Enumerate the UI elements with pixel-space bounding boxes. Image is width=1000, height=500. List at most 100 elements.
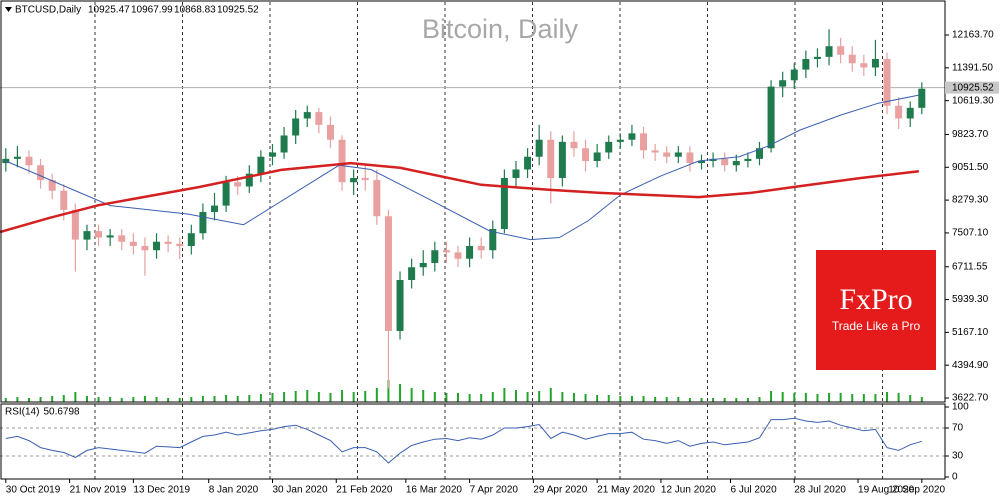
candle-body <box>593 152 601 161</box>
y-tick-label: 12163.70 <box>952 30 994 41</box>
candle-body <box>280 135 288 153</box>
y-tick-label: 10619.30 <box>952 95 994 106</box>
rsi-label: RSI(14) <box>5 407 39 418</box>
candle-body <box>582 148 590 161</box>
volume-bar <box>735 398 738 402</box>
last-low: 10868.83 <box>174 5 216 16</box>
candle-body <box>303 112 311 119</box>
volume-bar <box>283 392 286 402</box>
volume-bar <box>178 398 181 402</box>
volume-bar <box>607 395 610 402</box>
candle-body <box>164 241 172 244</box>
volume-bar <box>514 390 517 402</box>
candle-body <box>837 46 845 55</box>
candle-body <box>790 69 798 81</box>
candle-body <box>918 88 926 108</box>
candle-body <box>802 58 810 70</box>
moving-average <box>0 161 920 234</box>
rsi-tick-label: 100 <box>952 402 969 413</box>
volume-bar <box>341 390 344 402</box>
candle-body <box>871 58 879 68</box>
volume-bar <box>213 396 216 402</box>
last-price-marker <box>945 81 999 94</box>
candle-body <box>477 245 485 251</box>
chart-title: Bitcoin, Daily <box>422 14 579 44</box>
x-tick-label: 30 Oct 2019 <box>6 485 61 496</box>
volume-bar <box>4 398 7 402</box>
x-tick-label: 12 Jun 2020 <box>661 485 716 496</box>
volume-bar <box>839 393 842 402</box>
volume-bar <box>62 395 65 402</box>
volume-bar <box>74 392 77 402</box>
candle-body <box>558 141 566 178</box>
volume-bar <box>561 392 564 402</box>
volume-bar <box>27 398 30 402</box>
candle-body <box>25 156 33 166</box>
y-tick-label: 7507.10 <box>952 228 989 239</box>
candle-body <box>512 169 520 178</box>
volume-bar <box>225 395 228 402</box>
marks <box>0 29 945 464</box>
candle-body <box>489 228 497 251</box>
volume-bar <box>793 393 796 402</box>
candle-body <box>373 180 381 217</box>
candle-body <box>419 262 427 268</box>
x-tick-label: 13 Dec 2019 <box>133 485 190 496</box>
volume-bar <box>828 393 831 402</box>
volume-bar <box>909 395 912 402</box>
volume-bar <box>700 398 703 402</box>
last-open: 10925.47 <box>88 5 130 16</box>
volume-bar <box>654 397 657 402</box>
volume-bar <box>85 396 88 402</box>
rsi-line <box>5 417 922 464</box>
x-tick-label: 7 Apr 2020 <box>470 485 519 496</box>
x-tick-label: 19 Aug 2020 <box>858 485 915 496</box>
volume-bar <box>364 391 367 402</box>
candle-body <box>663 152 671 157</box>
candle-body <box>721 158 729 166</box>
candle-body <box>153 241 161 251</box>
volume-bar <box>51 396 54 402</box>
candle-body <box>466 245 474 259</box>
y-tick-label: 11391.50 <box>952 62 993 73</box>
volume-bar <box>630 396 633 402</box>
volume-bar <box>271 393 274 402</box>
candle-body <box>535 139 543 157</box>
x-tick-label: 29 Apr 2020 <box>533 485 587 496</box>
volume-bar <box>897 393 900 402</box>
volume-bar <box>677 397 680 402</box>
candle-body <box>616 139 624 142</box>
candle-body <box>106 235 114 238</box>
candle-body <box>431 250 439 263</box>
volume-bar <box>352 392 355 402</box>
header-arrow <box>5 7 12 12</box>
candle-body <box>570 141 578 149</box>
x-tick-label: 16 Mar 2020 <box>406 485 463 496</box>
volume-bar <box>236 396 239 402</box>
y-tick-label: 6711.55 <box>952 261 988 272</box>
volume-bar <box>457 393 460 402</box>
candle-body <box>895 105 903 119</box>
candle-body <box>187 233 195 246</box>
candle-body <box>732 160 740 166</box>
ohlc-header: BTCUSD,Daily 10925.47 10967.99 10868.83 … <box>5 5 259 16</box>
volume-bar <box>294 391 297 402</box>
candle-body <box>605 141 613 153</box>
volume-bar <box>109 397 112 402</box>
candle-body <box>860 63 868 68</box>
volume-bar <box>642 396 645 402</box>
candle-body <box>71 209 79 240</box>
y-tick-label: 8279.30 <box>952 195 989 206</box>
volume-bar <box>862 394 865 402</box>
y-tick-label: 9051.50 <box>952 162 989 173</box>
volume-bar <box>723 398 726 402</box>
volume-bar <box>306 390 309 402</box>
candle-body <box>37 165 45 181</box>
volume-bar <box>190 397 193 402</box>
candle-body <box>524 156 532 170</box>
instrument: BTCUSD,Daily <box>15 5 81 16</box>
candle-body <box>674 152 682 157</box>
candle-body <box>129 241 137 246</box>
volume-bar <box>410 388 413 402</box>
y-tick-label: 9823.70 <box>952 129 989 140</box>
